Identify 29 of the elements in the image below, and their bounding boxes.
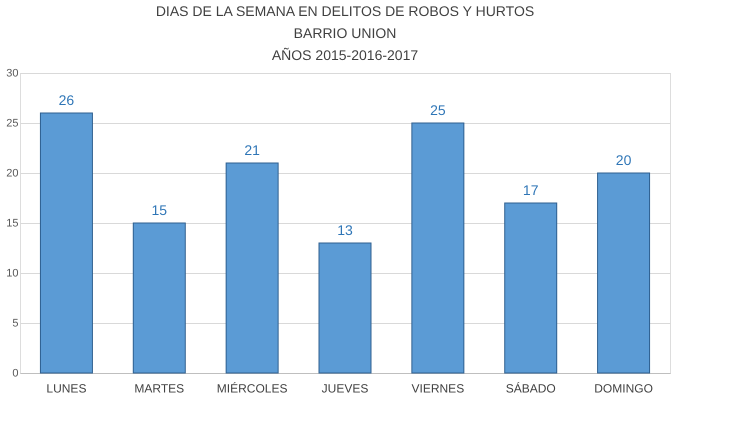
x-tick-label: JUEVES bbox=[322, 382, 368, 396]
data-label: 15 bbox=[151, 202, 168, 218]
data-label: 26 bbox=[58, 92, 74, 108]
bar bbox=[318, 242, 372, 374]
y-tick-label: 25 bbox=[6, 118, 18, 130]
chart-title: DIAS DE LA SEMANA EN DELITOS DE ROBOS Y HURTOS BARRIO UNION AÑOS 2015-2016-2017 bbox=[156, 3, 534, 63]
bar bbox=[132, 222, 186, 374]
bar bbox=[597, 172, 650, 374]
y-tick-label: 5 bbox=[12, 318, 18, 330]
data-label: 20 bbox=[616, 152, 632, 168]
data-label: 21 bbox=[244, 142, 260, 158]
bar bbox=[504, 202, 558, 374]
data-label: 17 bbox=[522, 182, 539, 198]
x-tick-label: MARTES bbox=[134, 382, 184, 396]
y-tick-label: 15 bbox=[6, 218, 18, 230]
data-label: 25 bbox=[430, 102, 446, 118]
bar bbox=[411, 122, 464, 374]
x-tick-label: DOMINGO bbox=[594, 382, 653, 396]
y-tick-label: 20 bbox=[6, 168, 18, 180]
y-tick-label: 0 bbox=[12, 368, 18, 380]
bar bbox=[40, 112, 93, 374]
x-tick-label: SÁBADO bbox=[506, 382, 556, 396]
y-tick-label: 30 bbox=[6, 68, 18, 80]
y-tick-label: 10 bbox=[6, 268, 18, 280]
x-tick-label: LUNES bbox=[46, 382, 86, 396]
x-tick-label: VIERNES bbox=[412, 382, 464, 396]
x-tick-label: MIÉRCOLES bbox=[216, 382, 288, 396]
data-label: 13 bbox=[337, 222, 353, 238]
bar bbox=[226, 162, 279, 374]
